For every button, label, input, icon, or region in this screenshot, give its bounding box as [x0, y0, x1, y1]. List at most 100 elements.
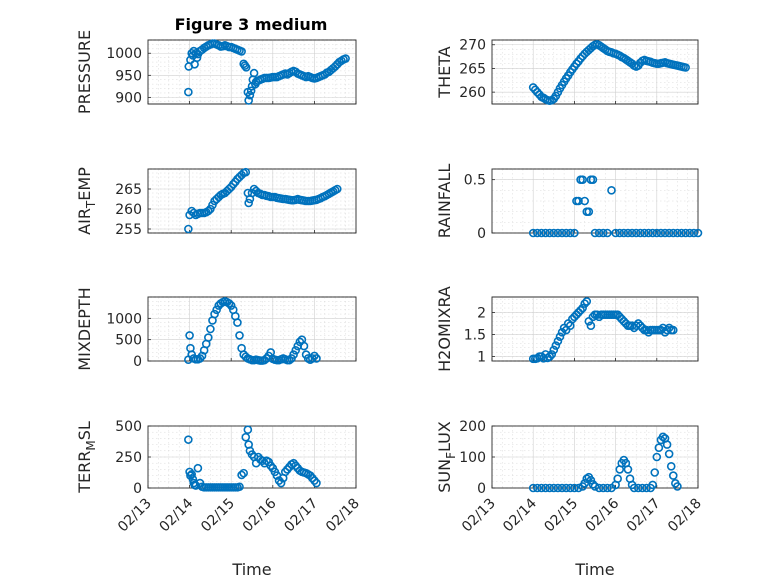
y-label-suffix: EMP	[75, 167, 94, 201]
data-point	[537, 483, 546, 493]
x-tick-label: 02/16	[583, 495, 623, 535]
subplot-7: 0 250 500 TERRMSL 02/13 02/14 02/15 02/16 02/17 0…	[75, 419, 363, 579]
data-point	[235, 482, 244, 492]
x-tick-label: 02/14	[500, 495, 540, 535]
y-tick-label: 500	[115, 333, 142, 349]
figure-title: Figure 3 medium	[175, 15, 328, 34]
data-point	[603, 228, 612, 238]
x-tick-label: 02/16	[240, 495, 280, 535]
data-point	[549, 228, 559, 238]
x-tick-label: 02/17	[281, 496, 321, 536]
x-tick-label: 02/18	[323, 496, 363, 536]
data-point	[285, 355, 294, 365]
data-point	[528, 83, 538, 92]
data-point	[664, 323, 674, 333]
data-point	[603, 483, 612, 493]
data-point	[613, 474, 622, 484]
data-point	[244, 198, 253, 208]
data-point	[237, 470, 246, 480]
data-point	[652, 228, 662, 238]
data-point	[668, 228, 678, 238]
y-tick-label: 1.5	[464, 328, 486, 344]
x-tick-label: 02/13	[459, 496, 499, 536]
data-point	[241, 63, 251, 72]
data-point	[576, 54, 585, 63]
data-point	[611, 228, 620, 238]
data-point	[598, 228, 608, 238]
subplot-5: 0 500 1000 MIXDEPTH	[75, 287, 357, 371]
data-point	[576, 305, 585, 315]
y-axis-label: THETA	[435, 46, 454, 98]
data-point	[206, 324, 215, 334]
y-tick-label: 100	[459, 450, 486, 466]
y-tick-label: 0	[133, 481, 142, 497]
data-point	[312, 354, 321, 363]
y-tick-label: 265	[459, 61, 486, 77]
data-point	[557, 328, 567, 337]
y-label-suffix: SL	[75, 421, 94, 440]
data-point	[228, 179, 238, 189]
y-axis-label: TERRMSL	[75, 421, 98, 494]
plot-frame	[491, 39, 699, 105]
data-point	[664, 449, 674, 459]
data-point	[572, 59, 581, 69]
data-point	[243, 425, 253, 435]
data-point	[224, 299, 234, 308]
x-tick-label: 02/15	[541, 496, 581, 536]
data-point	[578, 303, 587, 313]
data-point	[582, 297, 592, 306]
x-tick-label: 02/17	[624, 496, 664, 536]
subplot-1: 900 950 1000 PRESSURE	[75, 30, 357, 114]
data-point	[574, 483, 583, 493]
plot-frame	[491, 296, 699, 362]
data-point	[578, 175, 587, 184]
data-point	[226, 301, 236, 310]
data-point	[533, 228, 542, 238]
x-tick-label: 02/14	[157, 495, 197, 535]
data-point	[673, 482, 682, 491]
y-tick-label: 900	[115, 90, 142, 106]
data-point	[588, 312, 598, 322]
y-label-subscript: M	[84, 440, 98, 450]
data-point	[244, 96, 253, 105]
data-point	[184, 224, 193, 234]
data-point	[588, 479, 598, 489]
y-tick-label: 260	[115, 202, 142, 218]
series-markers	[184, 296, 321, 365]
data-point	[184, 435, 193, 444]
y-label-subscript: F	[444, 452, 458, 459]
subplot-3: 255 260 265 AIRTEMP	[75, 167, 357, 238]
series-markers	[184, 39, 350, 105]
plot-frame	[147, 296, 357, 362]
data-point	[648, 480, 657, 490]
data-point	[545, 352, 554, 361]
data-point	[530, 85, 540, 95]
y-tick-label: 0	[477, 226, 486, 242]
data-point	[650, 468, 660, 477]
data-point	[590, 482, 600, 491]
data-point	[553, 336, 563, 346]
y-tick-label: 1000	[106, 46, 142, 62]
data-point	[654, 443, 664, 453]
data-point	[615, 228, 625, 238]
y-tick-label: 265	[115, 182, 142, 198]
data-point	[551, 341, 561, 350]
y-tick-label: 0	[477, 481, 486, 497]
data-point	[241, 167, 251, 177]
series-markers	[528, 432, 682, 493]
data-point	[276, 478, 286, 488]
subplot-6: 1 1.5 2 H2OMIXRA	[435, 286, 699, 372]
data-point	[582, 474, 592, 484]
data-point	[640, 228, 649, 238]
data-point	[332, 184, 342, 194]
y-tick-label: 2	[477, 305, 486, 321]
data-point	[537, 228, 546, 238]
series-markers	[528, 39, 690, 105]
data-point	[629, 483, 639, 493]
y-tick-label: 500	[115, 419, 142, 435]
data-point	[533, 354, 542, 363]
data-point	[658, 323, 668, 333]
data-point	[586, 321, 596, 330]
